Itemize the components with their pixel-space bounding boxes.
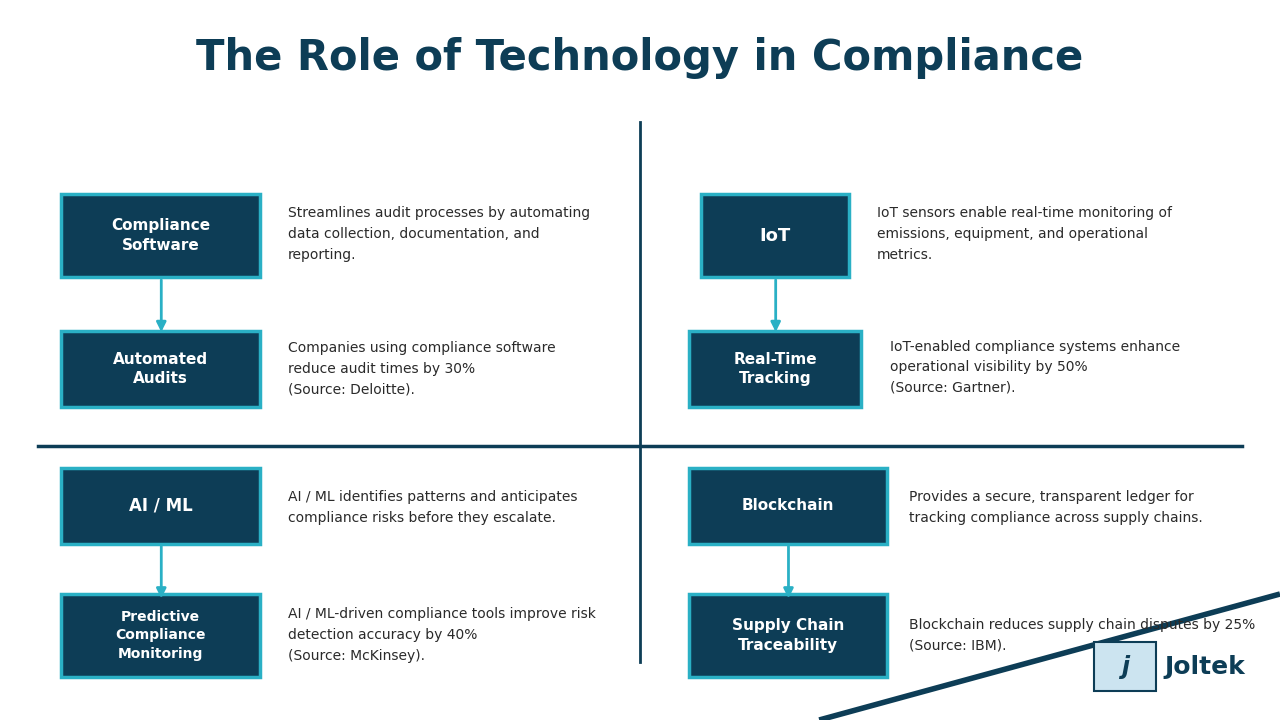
Text: Companies using compliance software
reduce audit times by 30%
(Source: Deloitte): Companies using compliance software redu… <box>288 341 556 396</box>
Text: Provides a secure, transparent ledger for
tracking compliance across supply chai: Provides a secure, transparent ledger fo… <box>909 490 1202 525</box>
Text: IoT-enabled compliance systems enhance
operational visibility by 50%
(Source: Ga: IoT-enabled compliance systems enhance o… <box>890 340 1180 395</box>
Text: Compliance
Software: Compliance Software <box>111 218 210 253</box>
Text: Streamlines audit processes by automating
data collection, documentation, and
re: Streamlines audit processes by automatin… <box>288 207 590 261</box>
FancyBboxPatch shape <box>61 594 260 677</box>
Text: IoT sensors enable real-time monitoring of
emissions, equipment, and operational: IoT sensors enable real-time monitoring … <box>877 207 1171 261</box>
FancyBboxPatch shape <box>689 468 887 544</box>
Text: AI / ML-driven compliance tools improve risk
detection accuracy by 40%
(Source: : AI / ML-driven compliance tools improve … <box>288 608 596 662</box>
Text: Blockchain reduces supply chain disputes by 25%
(Source: IBM).: Blockchain reduces supply chain disputes… <box>909 618 1256 652</box>
Text: AI / ML identifies patterns and anticipates
compliance risks before they escalat: AI / ML identifies patterns and anticipa… <box>288 490 577 525</box>
FancyBboxPatch shape <box>701 194 849 277</box>
Text: Real-Time
Tracking: Real-Time Tracking <box>733 351 817 387</box>
FancyBboxPatch shape <box>1094 642 1156 691</box>
Text: IoT: IoT <box>759 227 791 245</box>
Text: Supply Chain
Traceability: Supply Chain Traceability <box>732 618 844 653</box>
FancyBboxPatch shape <box>61 468 260 544</box>
Text: Automated
Audits: Automated Audits <box>113 351 209 387</box>
Text: AI / ML: AI / ML <box>129 497 192 515</box>
FancyBboxPatch shape <box>689 331 861 407</box>
FancyBboxPatch shape <box>61 194 260 277</box>
FancyBboxPatch shape <box>61 331 260 407</box>
Text: j: j <box>1121 654 1129 679</box>
Text: Joltek: Joltek <box>1165 654 1245 679</box>
FancyBboxPatch shape <box>689 594 887 677</box>
Text: Blockchain: Blockchain <box>741 498 835 513</box>
Text: The Role of Technology in Compliance: The Role of Technology in Compliance <box>196 37 1084 78</box>
Text: Predictive
Compliance
Monitoring: Predictive Compliance Monitoring <box>115 610 206 661</box>
